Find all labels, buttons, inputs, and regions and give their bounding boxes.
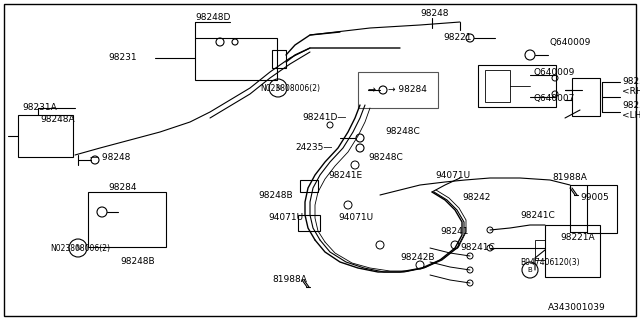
Bar [272,50,286,68]
Text: 98248B: 98248B [258,190,292,199]
Text: 94071U: 94071U [435,171,470,180]
Bar [587,185,617,233]
Text: 98241D—: 98241D— [302,114,346,123]
Text: → 98284: → 98284 [388,85,427,94]
Bar [358,72,438,108]
Text: 98242B: 98242B [400,253,435,262]
Text: Q640009: Q640009 [550,37,591,46]
Text: 98242: 98242 [462,194,490,203]
Text: 98221A: 98221A [560,234,595,243]
Bar [485,70,510,102]
Text: 81988A: 81988A [552,173,587,182]
Text: 98248D: 98248D [195,12,230,21]
Text: — 98248: — 98248 [90,154,131,163]
Text: 98241E: 98241E [328,171,362,180]
Bar [298,215,320,231]
Text: B047406120(3): B047406120(3) [520,258,580,267]
Text: 98248C: 98248C [385,127,420,137]
Text: 98221: 98221 [443,34,472,43]
Text: 98231: 98231 [108,53,136,62]
Text: N: N [76,245,81,251]
Text: 98241: 98241 [440,228,468,236]
Text: 98241C: 98241C [460,244,495,252]
Text: 98231A: 98231A [22,103,57,113]
Text: 98235: 98235 [622,77,640,86]
Text: Q640009: Q640009 [533,68,574,76]
Bar [18,115,73,157]
Text: 98235A: 98235A [622,100,640,109]
Text: <RH>: <RH> [622,87,640,97]
Text: <LH>: <LH> [622,110,640,119]
Text: N023808006(2): N023808006(2) [50,244,110,252]
Text: →: → [368,85,376,95]
Text: N: N [275,85,280,91]
Text: 94071U: 94071U [268,213,303,222]
Text: 98248A: 98248A [40,116,75,124]
Text: 98248: 98248 [420,10,449,19]
Text: B: B [527,267,532,273]
Text: 98241C: 98241C [520,211,555,220]
Bar [88,192,166,247]
Text: 24235—: 24235— [295,143,332,153]
Text: 81988A: 81988A [272,276,307,284]
Bar [300,180,318,192]
Text: 99005: 99005 [580,194,609,203]
Bar [478,65,556,107]
Text: 98248C: 98248C [368,154,403,163]
Text: A343001039: A343001039 [548,303,605,313]
Text: 94071U: 94071U [338,213,373,222]
Bar [195,38,277,80]
Text: N023808006(2): N023808006(2) [260,84,320,92]
Text: Q640007: Q640007 [533,93,574,102]
Bar [535,240,545,260]
Text: 98284: 98284 [108,183,136,193]
Bar [545,225,600,277]
Text: 98248B: 98248B [120,258,155,267]
Bar [572,78,600,116]
